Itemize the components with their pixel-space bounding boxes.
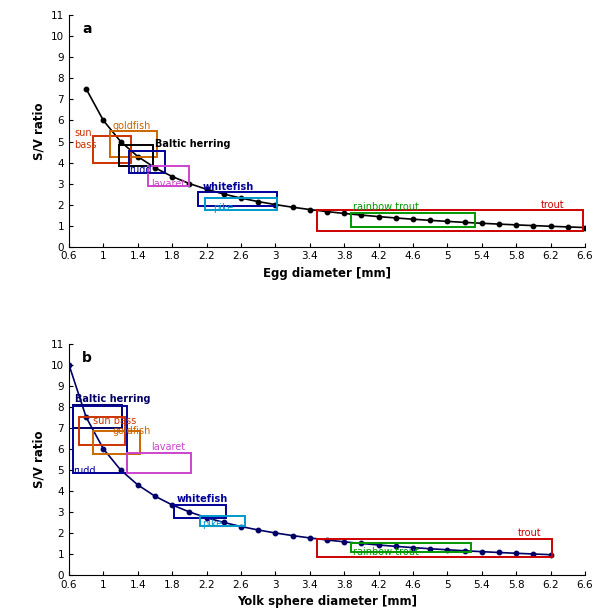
- Bar: [93, 137, 131, 162]
- Text: whitefish: whitefish: [202, 181, 254, 191]
- Bar: [110, 131, 157, 157]
- Text: a: a: [82, 22, 91, 36]
- Text: whitefish: whitefish: [176, 494, 228, 504]
- X-axis label: Egg diameter [mm]: Egg diameter [mm]: [263, 267, 391, 280]
- Bar: [93, 431, 140, 454]
- Y-axis label: S/V ratio: S/V ratio: [32, 102, 46, 160]
- Bar: [317, 539, 553, 557]
- Text: trout: trout: [518, 528, 542, 539]
- Text: goldfish: goldfish: [112, 426, 151, 436]
- Bar: [119, 145, 153, 165]
- Text: Baltic herring: Baltic herring: [75, 394, 151, 404]
- Text: Baltic herring: Baltic herring: [155, 139, 230, 149]
- Bar: [127, 453, 191, 473]
- Text: rudd: rudd: [73, 466, 96, 476]
- Bar: [174, 504, 226, 518]
- Text: trout: trout: [540, 200, 564, 210]
- Text: sun bass: sun bass: [93, 416, 136, 426]
- Bar: [73, 405, 122, 428]
- Bar: [148, 166, 190, 186]
- Bar: [129, 151, 166, 173]
- Bar: [73, 406, 127, 473]
- Bar: [351, 213, 475, 228]
- Text: b: b: [82, 351, 92, 365]
- Text: goldfish: goldfish: [112, 121, 151, 130]
- Y-axis label: S/V ratio: S/V ratio: [32, 430, 46, 488]
- X-axis label: Yolk sphere diameter [mm]: Yolk sphere diameter [mm]: [237, 595, 417, 608]
- Bar: [198, 192, 277, 205]
- Text: sun
bass: sun bass: [74, 129, 97, 150]
- Bar: [205, 198, 277, 210]
- Text: lavaret: lavaret: [151, 178, 185, 189]
- Text: pike: pike: [214, 204, 234, 213]
- Bar: [317, 210, 583, 231]
- Text: rainbow trout: rainbow trout: [353, 547, 419, 557]
- Bar: [200, 516, 245, 526]
- Text: pike: pike: [202, 519, 223, 529]
- Bar: [351, 543, 472, 552]
- Text: rainbow trout: rainbow trout: [353, 202, 419, 212]
- Bar: [79, 418, 125, 445]
- Text: rudd: rudd: [129, 165, 152, 175]
- Text: lavaret: lavaret: [151, 442, 185, 452]
